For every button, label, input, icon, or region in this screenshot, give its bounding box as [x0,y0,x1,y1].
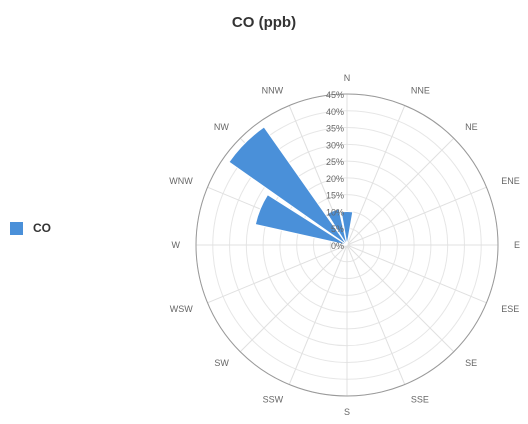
radial-tick-label: 30% [326,140,344,150]
bars [228,126,354,247]
direction-label-wsw: WSW [170,304,193,314]
legend[interactable]: CO [10,221,51,235]
grid-spoke [346,244,406,385]
radial-tick-label: 10% [326,207,344,217]
direction-label-e: E [514,240,520,250]
direction-label-sse: SSE [411,394,429,404]
grid-spoke [207,244,348,304]
direction-label-s: S [344,407,350,417]
bar-nw[interactable] [228,126,348,246]
grid-spoke [346,244,455,353]
radial-tick-label: 25% [326,157,344,167]
labels: 0% 5% 10% 15% 20% 25% 30% 35% 40% 45%N NNE NE ENE E ES… [169,73,520,417]
grid-spoke [346,105,406,246]
direction-label-n: N [344,73,351,83]
grid-spoke [346,137,455,246]
direction-label-ne: NE [465,122,478,132]
chart-title: CO (ppb) [231,14,297,31]
radial-tick-label: 35% [326,124,344,134]
direction-label-ese: ESE [501,304,519,314]
bar-wnw[interactable] [254,193,348,246]
direction-label-ssw: SSW [263,394,284,404]
radial-tick-label: 20% [326,174,344,184]
direction-label-w: W [172,240,181,250]
direction-label-nw: NW [214,122,229,132]
grid-spoke [346,186,487,246]
legend-label-co: CO [33,221,51,235]
direction-label-nne: NNE [411,86,430,96]
radial-tick-label: 45% [326,90,344,100]
radial-tick-label: 40% [326,107,344,117]
grid-spoke [346,244,487,304]
legend-swatch [10,221,23,235]
direction-label-sw: SW [214,358,229,368]
outer-ring [195,93,499,397]
direction-label-ene: ENE [501,176,520,186]
direction-label-nnw: NNW [262,86,284,96]
radial-tick-label: 15% [326,191,344,201]
bar-n[interactable] [340,210,354,246]
grid-spoke [239,244,348,353]
radial-tick-label: 5% [331,224,344,234]
bar-nnw[interactable] [326,208,348,246]
radial-tick-label: 0% [331,241,344,251]
direction-label-se: SE [465,358,477,368]
grid-spoke [288,244,348,385]
direction-label-wnw: WNW [169,176,193,186]
